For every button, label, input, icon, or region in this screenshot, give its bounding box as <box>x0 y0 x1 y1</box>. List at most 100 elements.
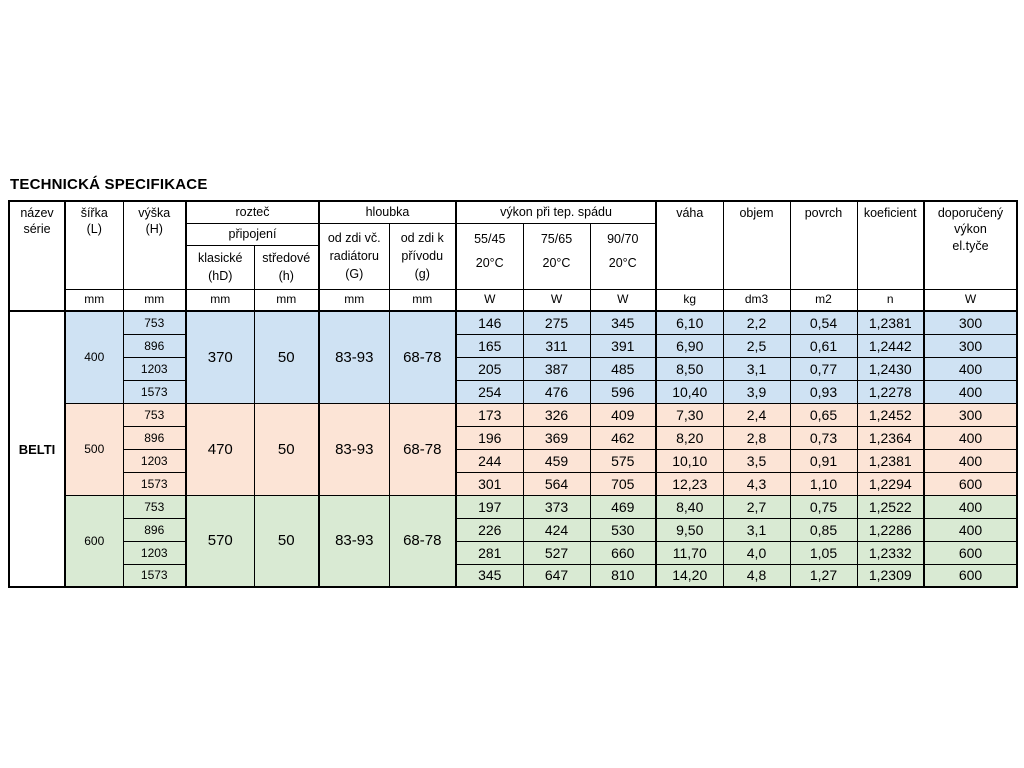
header-klasicke: klasické (hD) <box>185 244 255 290</box>
cell-vykon-75-65: 647 <box>522 563 591 588</box>
cell-roztec-stredove: 50 <box>253 494 320 588</box>
cell-sirka: 600 <box>64 494 124 588</box>
cell-vyska: 753 <box>122 494 187 519</box>
cell-vyska: 753 <box>122 402 187 427</box>
unit-doporuceny: W <box>923 288 1018 312</box>
cell-vykon-55-45: 345 <box>455 563 524 588</box>
cell-vaha: 8,50 <box>655 356 724 381</box>
cell-hloubka-g: 83-93 <box>318 310 390 404</box>
spec-row: 896 165 311 391 6,90 2,5 0,61 1,2442 300 <box>9 333 1018 358</box>
cell-vaha: 6,90 <box>655 333 724 358</box>
cell-roztec-stredove: 50 <box>253 310 320 404</box>
cell-vykon-90-70: 485 <box>589 356 657 381</box>
unit-koeficient: n <box>856 288 925 312</box>
cell-roztec-klasicke: 370 <box>185 310 255 404</box>
cell-objem: 3,9 <box>722 379 791 404</box>
cell-objem: 2,7 <box>722 494 791 519</box>
cell-koeficient: 1,2278 <box>856 379 925 404</box>
cell-doporuceny-vykon: 400 <box>923 448 1018 473</box>
cell-vykon-75-65: 527 <box>522 540 591 565</box>
cell-hloubka-g: 83-93 <box>318 494 390 588</box>
header-sirka: šířka (L) <box>64 200 124 290</box>
cell-doporuceny-vykon: 400 <box>923 517 1018 542</box>
cell-vaha: 10,10 <box>655 448 724 473</box>
cell-vaha: 12,23 <box>655 471 724 496</box>
units-row: mm mm mm mm mm mm W W W kg dm3 m2 n W <box>9 288 1018 312</box>
header-roztec: rozteč <box>185 200 320 224</box>
cell-vaha: 11,70 <box>655 540 724 565</box>
cell-povrch: 0,85 <box>789 517 858 542</box>
unit-povrch: m2 <box>789 288 858 312</box>
header-vaha: váha <box>655 200 724 290</box>
header-stredove: středové (h) <box>253 244 320 290</box>
cell-vyska: 896 <box>122 517 187 542</box>
cell-doporuceny-vykon: 400 <box>923 494 1018 519</box>
unit-g-small: mm <box>388 288 457 312</box>
cell-vykon-75-65: 311 <box>522 333 591 358</box>
cell-povrch: 0,93 <box>789 379 858 404</box>
cell-povrch: 0,54 <box>789 310 858 335</box>
spec-row: 600 753 570 50 83-93 68-78 197 373 469 8,40 2,7 0,7… <box>9 494 1018 588</box>
cell-vykon-90-70: 391 <box>589 333 657 358</box>
cell-doporuceny-vykon: 400 <box>923 425 1018 450</box>
cell-koeficient: 1,2381 <box>856 310 925 335</box>
header-temp-55-45: 55/45 20°C <box>455 222 524 290</box>
spec-table: název série šířka (L) výška (H) rozteč h… <box>8 200 1018 588</box>
cell-vykon-75-65: 387 <box>522 356 591 381</box>
spec-row: BELTI 400 753 370 50 83-93 68-78 146 275 345 6,10 2… <box>8 310 1018 588</box>
cell-sirka: 500 <box>64 402 124 496</box>
cell-povrch: 1,10 <box>789 471 858 496</box>
unit-vyska: mm <box>122 288 187 312</box>
cell-povrch: 1,27 <box>789 563 858 588</box>
cell-vykon-55-45: 244 <box>455 448 524 473</box>
cell-vykon-55-45: 165 <box>455 333 524 358</box>
cell-koeficient: 1,2332 <box>856 540 925 565</box>
spec-table-header: název série šířka (L) výška (H) rozteč h… <box>8 200 1018 312</box>
spec-row: 896 196 369 462 8,20 2,8 0,73 1,2364 400 <box>9 425 1018 450</box>
cell-vykon-55-45: 173 <box>455 402 524 427</box>
spec-row: 1203 244 459 575 10,10 3,5 0,91 1,2381 400 <box>9 448 1018 473</box>
cell-povrch: 0,77 <box>789 356 858 381</box>
cell-vykon-75-65: 373 <box>522 494 591 519</box>
cell-vaha: 9,50 <box>655 517 724 542</box>
spec-row: 1573 301 564 705 12,23 4,3 1,10 1,2294 600 <box>9 471 1018 496</box>
cell-vykon-90-70: 409 <box>589 402 657 427</box>
header-od-zdi-k: od zdi k přívodu (g) <box>388 222 457 290</box>
unit-stredove: mm <box>253 288 320 312</box>
cell-vykon-55-45: 281 <box>455 540 524 565</box>
cell-vykon-75-65: 476 <box>522 379 591 404</box>
cell-doporuceny-vykon: 300 <box>923 402 1018 427</box>
spec-row: 1203 205 387 485 8,50 3,1 0,77 1,2430 400 <box>9 356 1018 381</box>
cell-vykon-75-65: 424 <box>522 517 591 542</box>
cell-vyska: 896 <box>122 425 187 450</box>
cell-objem: 4,0 <box>722 540 791 565</box>
header-temp-90-70: 90/70 20°C <box>589 222 657 290</box>
unit-objem: dm3 <box>722 288 791 312</box>
cell-koeficient: 1,2442 <box>856 333 925 358</box>
cell-koeficient: 1,2364 <box>856 425 925 450</box>
cell-objem: 4,8 <box>722 563 791 588</box>
cell-vaha: 7,30 <box>655 402 724 427</box>
cell-vykon-90-70: 705 <box>589 471 657 496</box>
cell-vykon-75-65: 275 <box>522 310 591 335</box>
header-objem: objem <box>722 200 791 290</box>
cell-vyska: 1573 <box>122 471 187 496</box>
header-vykon: výkon při tep. spádu <box>455 200 657 224</box>
cell-vyska: 1573 <box>122 379 187 404</box>
cell-vykon-55-45: 146 <box>455 310 524 335</box>
cell-vykon-90-70: 530 <box>589 517 657 542</box>
cell-vyska: 1203 <box>122 356 187 381</box>
unit-sirka: mm <box>64 288 124 312</box>
cell-objem: 2,4 <box>722 402 791 427</box>
cell-vyska: 753 <box>122 310 187 335</box>
spec-row: 896 226 424 530 9,50 3,1 0,85 1,2286 400 <box>9 517 1018 542</box>
unit-w-90-70: W <box>589 288 657 312</box>
unit-g: mm <box>318 288 390 312</box>
cell-vykon-90-70: 575 <box>589 448 657 473</box>
header-povrch: povrch <box>789 200 858 290</box>
cell-povrch: 0,61 <box>789 333 858 358</box>
cell-doporuceny-vykon: 400 <box>923 356 1018 381</box>
cell-povrch: 0,73 <box>789 425 858 450</box>
cell-vykon-55-45: 205 <box>455 356 524 381</box>
unit-w-75-65: W <box>522 288 591 312</box>
